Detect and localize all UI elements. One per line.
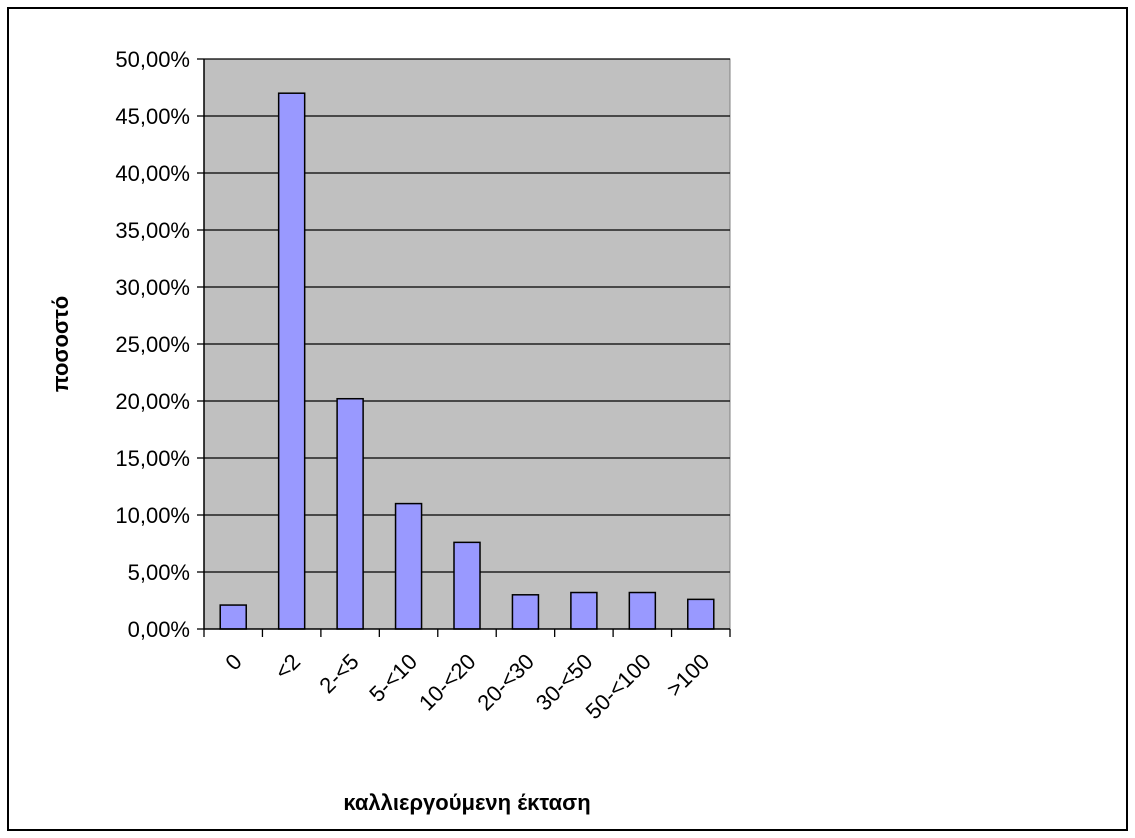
bar: [219, 604, 247, 630]
y-tick-label: 10,00%: [115, 503, 190, 528]
bar: [453, 541, 481, 630]
bar: [277, 92, 306, 630]
y-tick-label: 35,00%: [115, 218, 190, 243]
y-tick-label: 15,00%: [115, 446, 190, 471]
y-axis-title: ποσοστό: [48, 296, 73, 392]
y-tick-label: 25,00%: [115, 332, 190, 357]
bar: [687, 598, 715, 630]
y-tick-labels: 0,00% 5,00% 10,00% 15,00% 20,00% 25,00% 30,00%…: [115, 47, 190, 642]
y-tick-label: 50,00%: [115, 47, 190, 72]
y-tick-label: 20,00%: [115, 389, 190, 414]
bar: [394, 502, 423, 630]
y-tick-label: 30,00%: [115, 275, 190, 300]
bar: [511, 594, 540, 630]
axes: [197, 58, 731, 637]
y-tick-label: 45,00%: [115, 104, 190, 129]
y-tick-label: 40,00%: [115, 161, 190, 186]
bar: [628, 591, 657, 630]
bar: [336, 397, 364, 630]
x-axis-title: καλλιεργούμενη έκταση: [343, 790, 590, 815]
y-tick-label: 0,00%: [128, 617, 190, 642]
y-tick-label: 5,00%: [128, 560, 190, 585]
bar: [570, 591, 598, 630]
